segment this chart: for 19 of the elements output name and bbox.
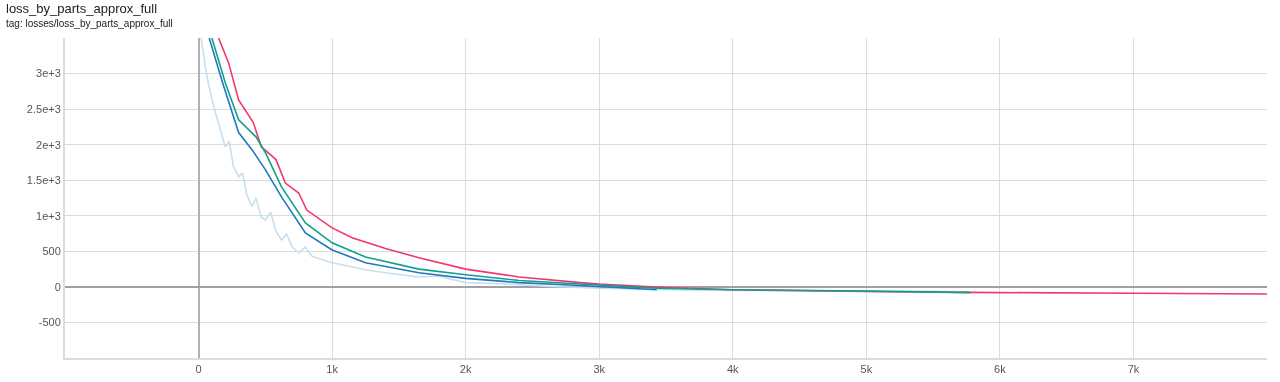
- x-tick-label: 2k: [459, 363, 472, 376]
- x-tick-label: 5k: [860, 363, 873, 376]
- x-tick-label: 1k: [326, 363, 339, 376]
- y-tick-label: 2.5e+3: [26, 102, 61, 115]
- y-tick-label: 1.5e+3: [26, 174, 61, 187]
- y-tick-label: -500: [38, 316, 61, 329]
- y-tick-label: 2e+3: [36, 138, 61, 151]
- x-tick-label: 6k: [994, 363, 1007, 376]
- y-tick-label: 3e+3: [36, 67, 61, 80]
- y-tick-label: 1e+3: [36, 209, 61, 222]
- x-tick-label: 7k: [1127, 363, 1140, 376]
- x-tick-label: 4k: [726, 363, 740, 376]
- x-tick-label: 3k: [593, 363, 606, 376]
- y-tick-label: 500: [42, 245, 61, 258]
- chart-subtitle: tag: losses/loss_by_parts_approx_full: [6, 18, 173, 29]
- chart-title: loss_by_parts_approx_full: [6, 1, 158, 16]
- x-tick-label: 0: [195, 363, 202, 376]
- y-tick-label: 0: [54, 280, 61, 293]
- line-series: [208, 38, 658, 291]
